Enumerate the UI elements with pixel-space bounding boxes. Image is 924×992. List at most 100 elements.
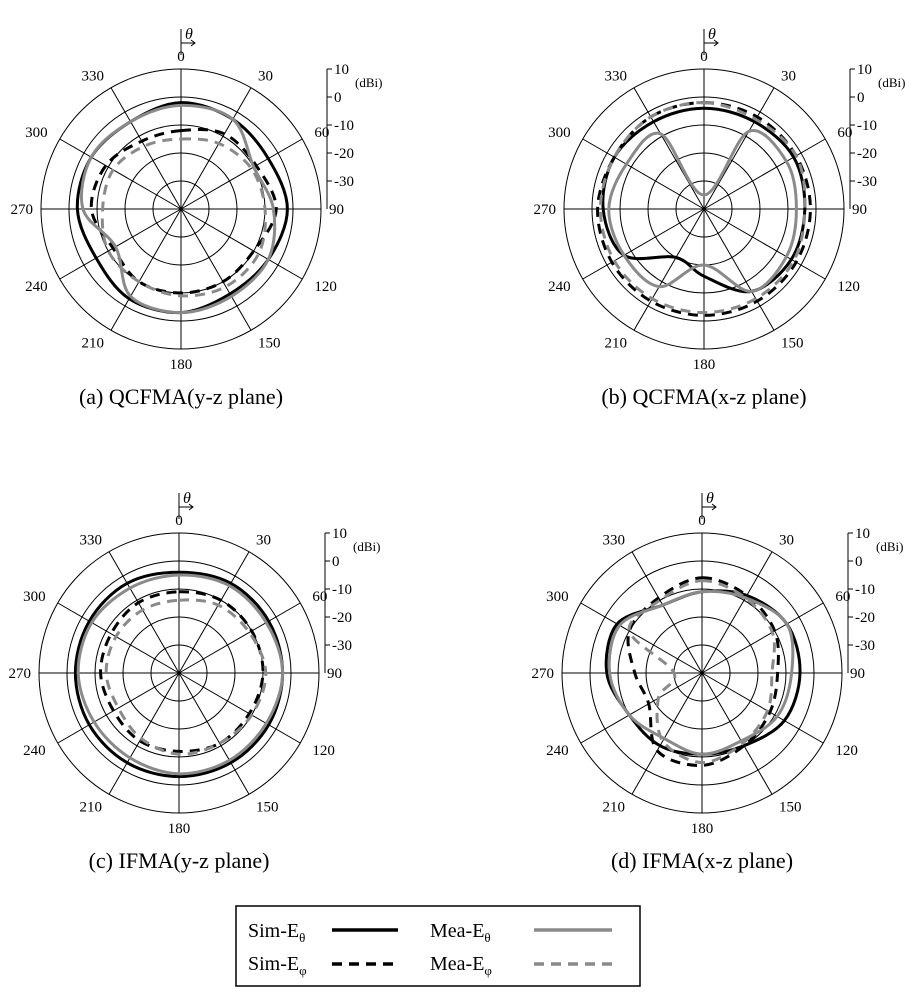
grid-spoke — [703, 208, 775, 331]
grid-spoke — [582, 138, 705, 210]
grid-spoke — [631, 672, 703, 795]
grid-spoke — [180, 87, 252, 210]
angle-tick-label: 210 — [80, 799, 103, 815]
angle-tick-label: 30 — [779, 533, 794, 549]
series-mea_theta — [607, 129, 798, 293]
grid-spoke — [580, 602, 703, 674]
svg-text:Mea-Eφ: Mea-Eφ — [430, 953, 492, 978]
theta-arrow-icon — [702, 503, 717, 511]
grid-spoke — [57, 602, 180, 674]
angle-tick-label: 240 — [546, 743, 569, 759]
legend-item-sim-theta: Sim-Eθ — [248, 920, 398, 945]
grid-spoke — [703, 87, 775, 210]
angle-tick-label: 0 — [175, 513, 183, 529]
angle-tick-label: 30 — [256, 533, 271, 549]
grid-spoke — [633, 87, 705, 210]
radial-tick-label: -10 — [855, 582, 875, 598]
series-sim_phi — [99, 590, 265, 753]
grid-spoke — [631, 551, 703, 674]
radial-tick-label: 0 — [857, 90, 865, 106]
grid-spoke — [178, 551, 250, 674]
radial-tick-label: 10 — [334, 62, 349, 78]
grid-spoke — [180, 208, 303, 280]
angle-tick-label: 0 — [177, 49, 185, 65]
grid-spoke — [59, 138, 182, 210]
grid-spoke — [108, 551, 180, 674]
grid-spoke — [703, 208, 826, 280]
polar-chart-1: 0 30 60 90 120 150 180 210 240 270 300 330 10 0 -10 -20… — [11, 26, 383, 409]
grid-spoke — [57, 672, 180, 744]
angle-tick-label: 270 — [11, 202, 34, 218]
radial-tick-label: -10 — [332, 582, 352, 598]
chart-caption: (a) QCFMA(y-z plane) — [79, 384, 283, 409]
angle-tick-label: 330 — [603, 533, 626, 549]
angle-tick-label: 120 — [312, 743, 335, 759]
theta-label: θ — [708, 26, 716, 43]
theta-arrow-icon — [179, 503, 194, 511]
grid-spoke — [59, 208, 182, 280]
grid-spoke — [582, 208, 705, 280]
series-sim_theta — [73, 570, 285, 779]
grid-spoke — [701, 672, 773, 795]
polar-chart-4: 0 30 60 90 120 150 180 210 240 270 300 330 10 0 -10 -20… — [532, 490, 904, 873]
series-mea_phi — [627, 579, 776, 765]
legend-item-mea-phi: Mea-Eφ — [430, 953, 612, 978]
polar-chart-3: 0 30 60 90 120 150 180 210 240 270 300 330 10 0 -10 -20… — [9, 490, 381, 873]
theta-label: θ — [185, 26, 193, 43]
radial-tick-label: 10 — [855, 526, 870, 542]
radial-tick-label: 0 — [332, 554, 340, 570]
angle-tick-label: 30 — [781, 69, 796, 85]
series-sim_phi — [626, 576, 780, 767]
chart-caption: (c) IFMA(y-z plane) — [89, 848, 270, 873]
series-mea_phi — [598, 101, 807, 315]
angle-tick-label: 300 — [548, 125, 571, 141]
unit-label: (dBi) — [876, 539, 903, 554]
theta-arrow-icon — [704, 39, 719, 47]
grid-spoke — [701, 672, 824, 744]
grid-spoke — [701, 551, 773, 674]
angle-tick-label: 120 — [314, 279, 337, 295]
angle-tick-label: 210 — [82, 335, 105, 351]
angle-tick-label: 180 — [168, 821, 191, 837]
angle-tick-label: 60 — [312, 589, 327, 605]
grid-spoke — [703, 138, 826, 210]
legend: Sim-Eθ Mea-Eθ Sim-Eφ Mea-Eφ — [235, 905, 641, 987]
grid-spoke — [701, 602, 824, 674]
angle-tick-label: 150 — [256, 799, 279, 815]
grid-spoke — [178, 602, 301, 674]
angle-tick-label: 90 — [850, 666, 865, 682]
radial-tick-label: -30 — [334, 174, 354, 190]
angle-tick-label: 240 — [548, 279, 571, 295]
angle-tick-label: 300 — [546, 589, 569, 605]
radial-tick-label: -20 — [857, 146, 877, 162]
series-mea_theta — [76, 573, 285, 776]
grid-spoke — [110, 208, 182, 331]
series-mea_phi — [100, 137, 267, 298]
angle-tick-label: 150 — [781, 335, 804, 351]
unit-label: (dBi) — [355, 75, 382, 90]
radial-tick-label: -20 — [855, 610, 875, 626]
radial-tick-label: 10 — [332, 526, 347, 542]
polar-chart-2: 0 30 60 90 120 150 180 210 240 270 300 330 10 0 -10 -20… — [534, 26, 906, 409]
angle-tick-label: 180 — [691, 821, 714, 837]
radial-tick-label: -10 — [334, 118, 354, 134]
grid-spoke — [110, 87, 182, 210]
series-mea_theta — [79, 103, 277, 315]
legend-item-mea-theta: Mea-Eθ — [430, 920, 612, 945]
series-mea_theta — [607, 589, 795, 756]
theta-label: θ — [706, 490, 714, 507]
grid-spoke — [178, 672, 301, 744]
grid-spoke — [180, 208, 252, 331]
angle-tick-label: 330 — [82, 69, 105, 85]
angle-tick-label: 150 — [258, 335, 281, 351]
radial-tick-label: -30 — [332, 638, 352, 654]
chart-caption: (d) IFMA(x-z plane) — [611, 848, 793, 873]
unit-label: (dBi) — [878, 75, 905, 90]
angle-tick-label: 60 — [835, 589, 850, 605]
angle-tick-label: 90 — [327, 666, 342, 682]
radial-tick-label: -10 — [857, 118, 877, 134]
radial-tick-label: -20 — [334, 146, 354, 162]
series-sim_theta — [601, 106, 807, 294]
